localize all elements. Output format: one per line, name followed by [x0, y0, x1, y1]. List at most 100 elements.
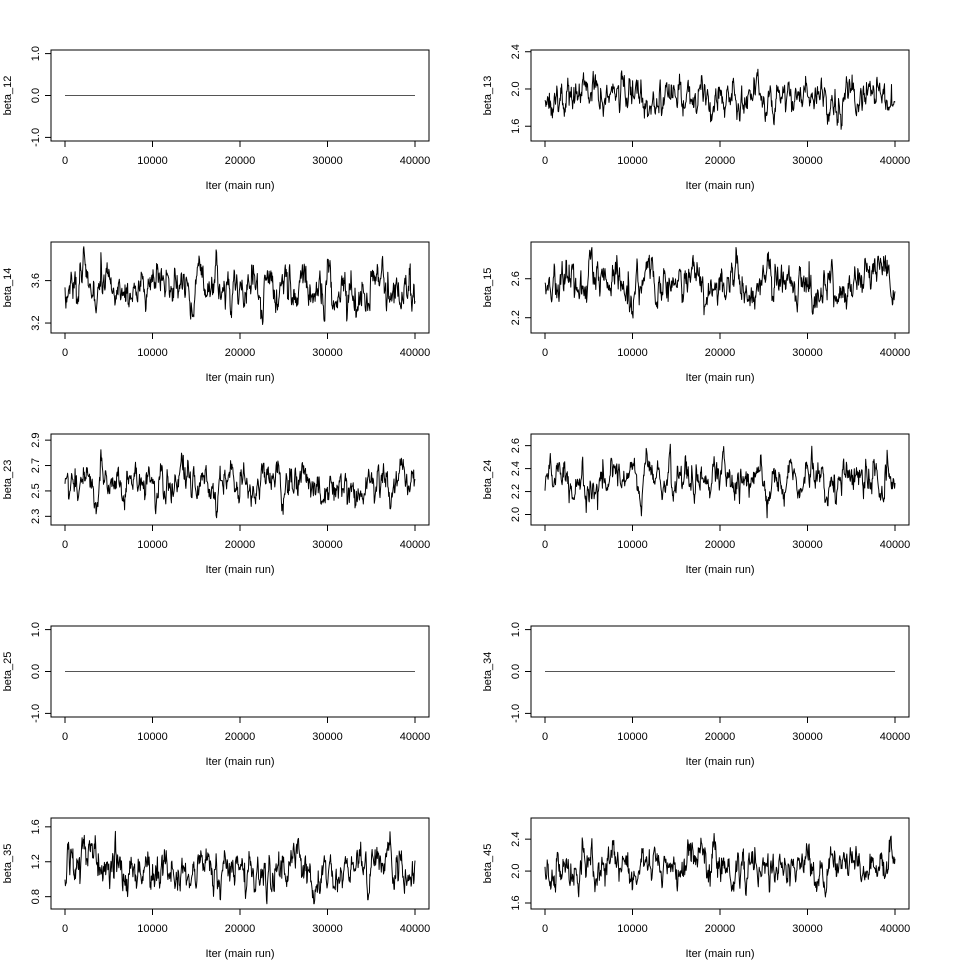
y-axis-label: beta_15	[482, 268, 494, 308]
x-tick-label: 40000	[880, 155, 911, 167]
x-tick-label: 30000	[792, 347, 823, 359]
trace-line-beta_24	[544, 443, 896, 519]
y-tick-label: 2.0	[510, 863, 522, 878]
y-axis-label: beta_45	[482, 844, 494, 884]
y-axis-label: beta_14	[2, 268, 14, 308]
x-tick-label: 10000	[137, 155, 168, 167]
x-tick-label: 30000	[312, 731, 343, 743]
x-axis-label: Iter (main run)	[685, 564, 754, 576]
x-tick-label: 40000	[880, 539, 911, 551]
y-tick-label: 2.4	[510, 461, 522, 476]
x-tick-label: 40000	[400, 731, 431, 743]
x-axis-label: Iter (main run)	[685, 180, 754, 192]
x-tick-label: 10000	[137, 923, 168, 935]
x-axis-label: Iter (main run)	[205, 948, 274, 960]
x-tick-label: 10000	[617, 347, 648, 359]
y-tick-label: 3.2	[30, 315, 42, 330]
x-tick-label: 20000	[705, 731, 736, 743]
y-tick-label: 2.0	[510, 507, 522, 522]
x-tick-label: 0	[542, 155, 548, 167]
x-tick-label: 30000	[792, 539, 823, 551]
trace-panel-beta_24: 0 10000 20000 30000 40000 2.0 2.2 2.4 2.6 Iter (m…	[482, 433, 911, 576]
x-tick-label: 30000	[792, 155, 823, 167]
x-axis-label: Iter (main run)	[205, 180, 274, 192]
y-tick-label: 1.6	[510, 119, 522, 134]
x-tick-label: 10000	[137, 731, 168, 743]
trace-line-beta_13	[544, 68, 896, 130]
y-axis-label: beta_35	[2, 844, 14, 884]
x-tick-label: 30000	[312, 155, 343, 167]
x-tick-label: 20000	[705, 923, 736, 935]
y-tick-label: 3.6	[30, 273, 42, 288]
y-axis-label: beta_13	[482, 76, 494, 116]
x-tick-label: 40000	[400, 155, 431, 167]
x-tick-label: 40000	[400, 347, 431, 359]
trace-line-beta_23	[64, 449, 416, 519]
x-tick-label: 0	[542, 923, 548, 935]
y-tick-label: 0.8	[30, 889, 42, 904]
x-tick-label: 20000	[225, 731, 256, 743]
trace-line-beta_45	[544, 833, 896, 898]
y-tick-label: -1.0	[30, 704, 42, 723]
x-tick-label: 20000	[705, 347, 736, 359]
x-tick-label: 30000	[312, 923, 343, 935]
y-axis-label: beta_34	[482, 652, 494, 692]
y-tick-label: 0.0	[30, 88, 42, 103]
x-tick-label: 30000	[312, 347, 343, 359]
x-tick-label: 20000	[225, 923, 256, 935]
x-tick-label: 10000	[617, 923, 648, 935]
x-tick-label: 10000	[617, 731, 648, 743]
y-tick-label: 2.6	[510, 271, 522, 286]
y-tick-label: 0.0	[510, 664, 522, 679]
x-tick-label: 40000	[400, 539, 431, 551]
x-axis-label: Iter (main run)	[685, 372, 754, 384]
x-tick-label: 10000	[617, 539, 648, 551]
trace-panel-beta_34: 0 10000 20000 30000 40000 -1.0 0.0 1.0 Iter (mai…	[482, 622, 910, 768]
x-tick-label: 10000	[137, 539, 168, 551]
trace-panel-beta_25: 0 10000 20000 30000 40000 -1.0 0.0 1.0 Iter (mai…	[2, 622, 430, 768]
x-axis-label: Iter (main run)	[685, 948, 754, 960]
x-tick-label: 30000	[312, 539, 343, 551]
x-tick-label: 10000	[617, 155, 648, 167]
x-tick-label: 10000	[137, 347, 168, 359]
trace-panel-beta_12: 0 10000 20000 30000 40000 -1.0 0.0 1.0 Iter (mai…	[2, 46, 430, 192]
y-tick-label: 1.2	[30, 854, 42, 869]
y-axis-label: beta_23	[2, 460, 14, 500]
x-tick-label: 30000	[792, 923, 823, 935]
y-tick-label: 0.0	[30, 664, 42, 679]
x-axis-label: Iter (main run)	[685, 756, 754, 768]
x-axis-label: Iter (main run)	[205, 372, 274, 384]
x-axis-label: Iter (main run)	[205, 564, 274, 576]
x-axis-label: Iter (main run)	[205, 756, 274, 768]
trace-panel-beta_45: 0 10000 20000 30000 40000 1.6 2.0 2.4 Iter (main…	[482, 817, 910, 960]
trace-panel-beta_14: 0 10000 20000 30000 40000 3.2 3.6 Iter (main ru…	[2, 241, 431, 384]
y-tick-label: 2.9	[30, 432, 42, 447]
y-tick-label: -1.0	[30, 128, 42, 147]
x-tick-label: 20000	[225, 155, 256, 167]
y-tick-label: 2.4	[510, 44, 522, 59]
y-axis-label: beta_25	[2, 652, 14, 692]
x-tick-label: 40000	[400, 923, 431, 935]
trace-panel-beta_35: 0 10000 20000 30000 40000 0.8 1.2 1.6 Iter (main…	[2, 817, 431, 960]
x-tick-label: 30000	[792, 731, 823, 743]
trace-line-beta_35	[64, 830, 416, 905]
y-axis-label: beta_12	[2, 76, 14, 116]
y-tick-label: 2.0	[510, 81, 522, 96]
x-tick-label: 20000	[705, 155, 736, 167]
y-tick-label: 1.0	[510, 622, 522, 637]
y-tick-label: 2.3	[30, 509, 42, 524]
x-tick-label: 20000	[225, 539, 256, 551]
x-tick-label: 0	[62, 923, 68, 935]
y-tick-label: 1.6	[510, 895, 522, 910]
y-tick-label: 2.5	[30, 483, 42, 498]
y-tick-label: 2.2	[510, 310, 522, 325]
y-tick-label: 2.6	[510, 438, 522, 453]
y-tick-label: 1.6	[30, 819, 42, 834]
y-tick-label: 2.7	[30, 458, 42, 473]
y-tick-label: 1.0	[30, 46, 42, 61]
trace-panel-beta_13: 0 10000 20000 30000 40000 1.6 2.0 2.4 Iter (main…	[482, 44, 910, 192]
x-tick-label: 40000	[880, 731, 911, 743]
y-tick-label: 2.2	[510, 484, 522, 499]
x-tick-label: 20000	[225, 347, 256, 359]
